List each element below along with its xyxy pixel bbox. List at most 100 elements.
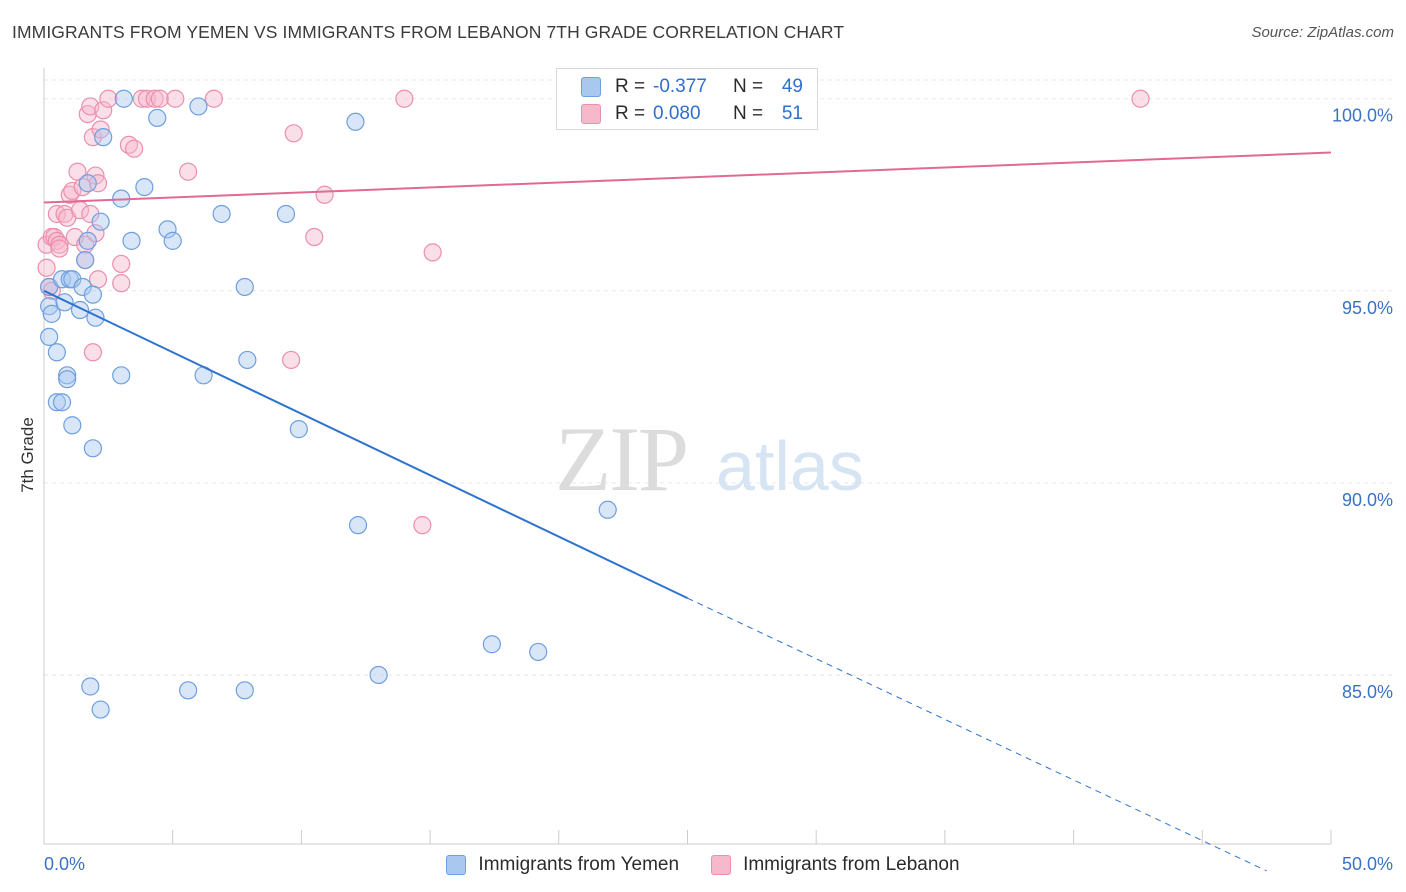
yemen-point bbox=[135, 177, 154, 197]
lebanon-point bbox=[204, 89, 223, 108]
yemen-point bbox=[83, 285, 103, 304]
y-tick-label: 85.0% bbox=[1342, 682, 1393, 702]
lebanon-point bbox=[137, 89, 157, 108]
lebanon-n-label: N = bbox=[733, 103, 764, 124]
x-tick-label-max: 50.0% bbox=[1342, 854, 1393, 874]
yemen-point bbox=[289, 420, 308, 439]
yemen-point bbox=[112, 366, 131, 385]
legend-lebanon-swatch bbox=[711, 855, 732, 875]
yemen-point bbox=[235, 681, 254, 700]
yemen-point bbox=[122, 231, 141, 250]
yemen-point bbox=[52, 393, 72, 412]
lebanon-point bbox=[395, 89, 414, 108]
lebanon-point bbox=[282, 350, 301, 370]
yemen-r-value: -0.377 bbox=[653, 76, 707, 97]
yemen-point bbox=[369, 665, 388, 685]
trend-lines bbox=[43, 151, 1332, 872]
yemen-point bbox=[52, 270, 72, 289]
yemen-point bbox=[42, 304, 61, 323]
yemen-point bbox=[235, 277, 254, 297]
yemen-point bbox=[63, 270, 82, 289]
legend-yemen-swatch bbox=[446, 855, 467, 875]
yemen-point bbox=[276, 204, 296, 224]
chart-title: IMMIGRANTS FROM YEMEN VS IMMIGRANTS FROM… bbox=[12, 22, 845, 42]
yemen-point bbox=[348, 516, 368, 535]
lebanon-point bbox=[413, 516, 432, 535]
lebanon-point bbox=[83, 128, 103, 147]
watermark-atlas: atlas bbox=[716, 427, 864, 505]
yemen-point bbox=[94, 128, 113, 147]
lebanon-point bbox=[83, 343, 103, 362]
legend-item-lebanon[interactable]: Immigrants from Lebanon bbox=[711, 854, 960, 876]
yemen-point bbox=[47, 343, 66, 362]
yemen-point bbox=[73, 277, 92, 297]
yemen-point bbox=[114, 89, 133, 108]
yemen-point bbox=[148, 108, 167, 128]
lebanon-point bbox=[37, 258, 56, 277]
yemen-point bbox=[47, 393, 66, 412]
legend-item-yemen[interactable]: Immigrants from Yemen bbox=[446, 854, 679, 876]
yemen-point bbox=[58, 366, 77, 385]
lebanon-point bbox=[166, 89, 185, 108]
yemen-point bbox=[158, 220, 177, 239]
lebanon-point bbox=[86, 224, 105, 243]
yemen-point bbox=[529, 642, 548, 662]
watermark: ZIP atlas bbox=[555, 408, 864, 510]
yemen-point bbox=[238, 350, 257, 370]
lebanon-point bbox=[99, 89, 118, 108]
lebanon-point bbox=[145, 89, 164, 108]
y-axis-label: 7th Grade bbox=[18, 417, 37, 493]
lebanon-point bbox=[63, 181, 82, 201]
yemen-trend-line bbox=[43, 289, 688, 600]
lebanon-n-value: 51 bbox=[781, 103, 803, 124]
yemen-point bbox=[40, 327, 59, 347]
lebanon-point bbox=[88, 270, 108, 289]
yemen-point bbox=[163, 231, 182, 250]
y-tick-labels: 85.0% 90.0% 95.0% 100.0% bbox=[1332, 106, 1393, 702]
yemen-point bbox=[189, 97, 208, 116]
legend: Immigrants from Yemen Immigrants from Le… bbox=[0, 852, 1406, 878]
yemen-point bbox=[598, 500, 617, 519]
lebanon-points bbox=[37, 89, 1150, 535]
gridlines bbox=[44, 79, 1394, 676]
yemen-n-value: 49 bbox=[781, 76, 803, 97]
lebanon-point bbox=[112, 254, 131, 274]
legend-yemen-label: Immigrants from Yemen bbox=[478, 854, 680, 875]
yemen-point bbox=[55, 293, 74, 312]
yemen-point bbox=[346, 112, 365, 131]
lebanon-point bbox=[284, 124, 303, 143]
lebanon-point bbox=[1131, 89, 1150, 108]
yemen-point bbox=[78, 174, 97, 193]
x-tick-label-min: 0.0% bbox=[44, 854, 85, 874]
lebanon-point bbox=[50, 239, 69, 258]
lebanon-point bbox=[150, 89, 169, 108]
stats-box: R = -0.377 N = 49 R = 0.080 N = 51 bbox=[556, 68, 818, 130]
axes bbox=[43, 68, 1332, 845]
yemen-point bbox=[81, 677, 100, 696]
yemen-point bbox=[212, 204, 231, 224]
yemen-point bbox=[91, 212, 110, 231]
yemen-point bbox=[63, 416, 82, 435]
y-tick-label: 100.0% bbox=[1332, 106, 1393, 126]
lebanon-point bbox=[132, 89, 151, 108]
yemen-point bbox=[83, 439, 103, 458]
lebanon-swatch bbox=[581, 104, 601, 124]
lebanon-point bbox=[315, 185, 334, 204]
watermark-zip: ZIP bbox=[555, 408, 687, 510]
yemen-point bbox=[78, 231, 97, 250]
source-label: Source: ZipAtlas.com bbox=[1251, 24, 1394, 41]
y-tick-label: 95.0% bbox=[1342, 298, 1393, 318]
yemen-points bbox=[40, 89, 617, 719]
yemen-point bbox=[58, 370, 77, 389]
lebanon-trend-line bbox=[43, 151, 1332, 204]
yemen-point bbox=[76, 250, 95, 270]
yemen-point bbox=[179, 681, 198, 700]
yemen-point bbox=[91, 700, 110, 719]
y-tick-label: 90.0% bbox=[1342, 490, 1393, 510]
lebanon-point bbox=[423, 243, 442, 262]
lebanon-point bbox=[179, 162, 198, 181]
lebanon-point bbox=[81, 204, 100, 224]
lebanon-point bbox=[124, 139, 144, 158]
lebanon-r-value: 0.080 bbox=[653, 103, 701, 124]
